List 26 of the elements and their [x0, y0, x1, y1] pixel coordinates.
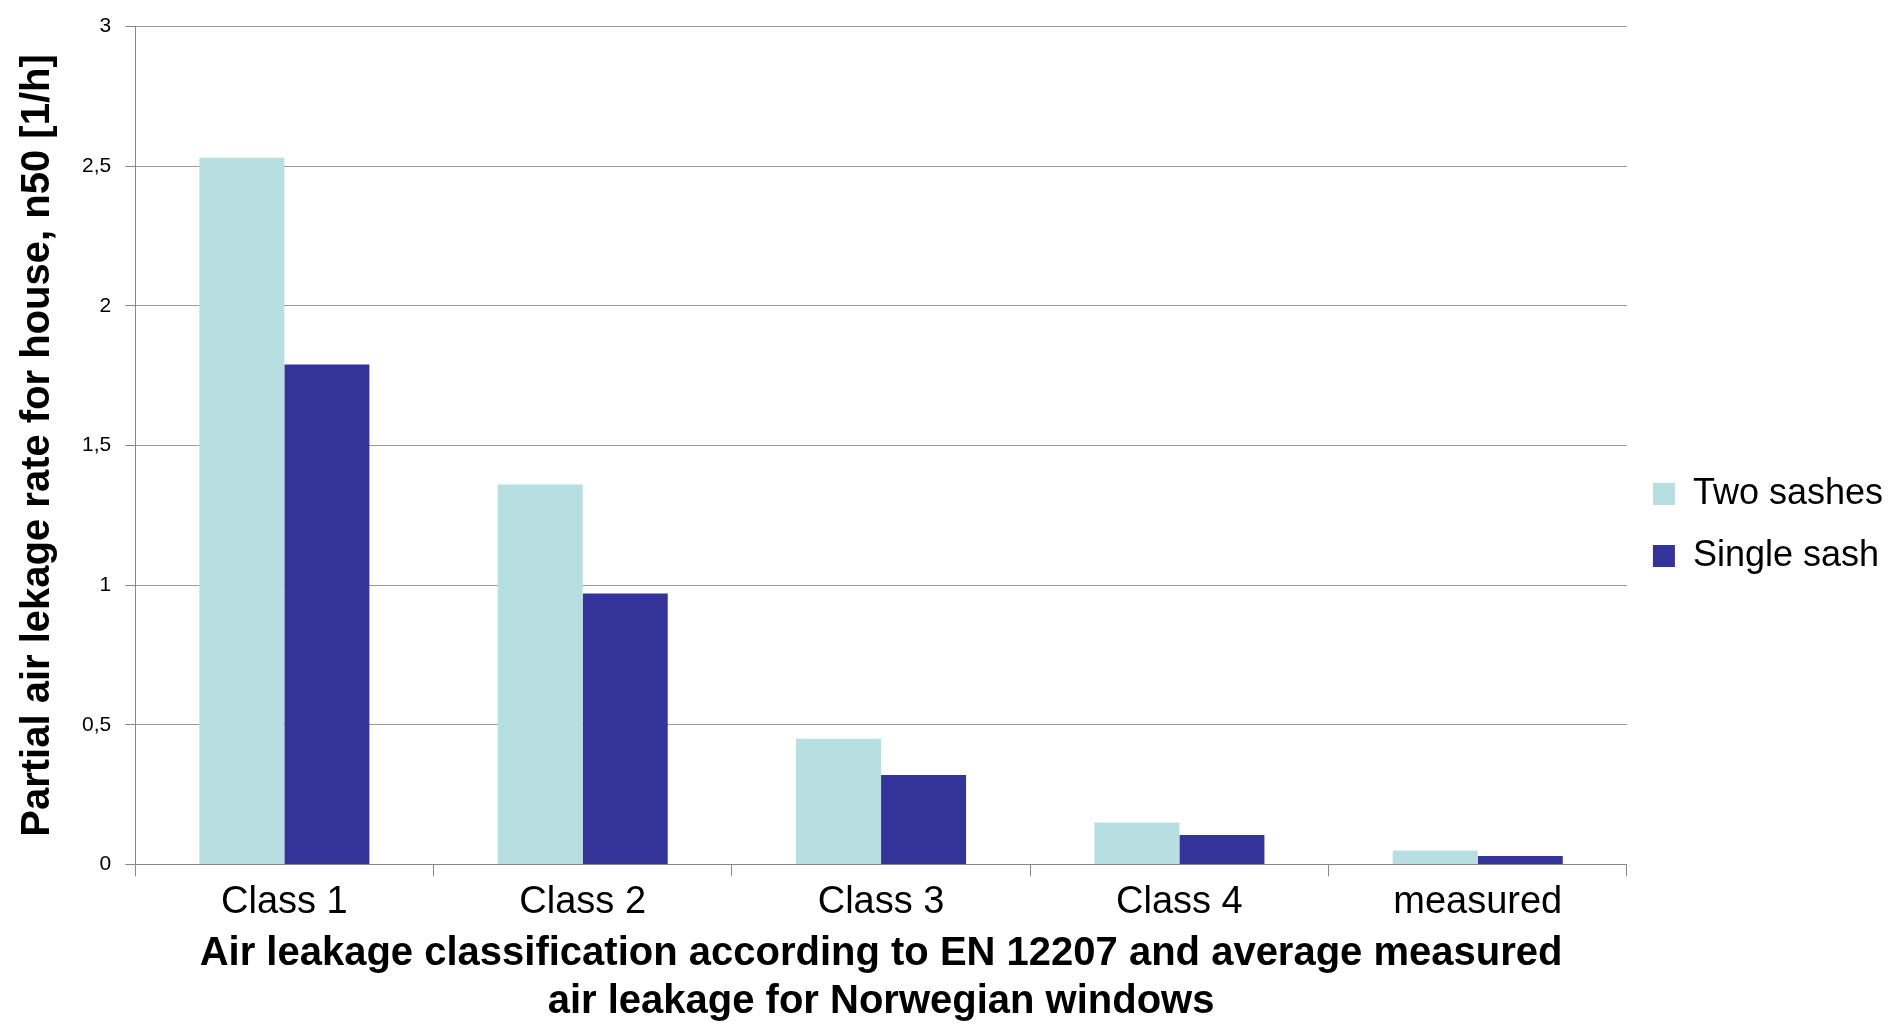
legend-label: Single sash: [1692, 532, 1880, 574]
y-tick-label: 2,5: [81, 153, 112, 177]
y-tick-label: 0,5: [81, 711, 112, 735]
bar: [582, 593, 668, 864]
x-tick-label: Class 4: [1116, 878, 1243, 921]
bar: [199, 157, 285, 864]
x-tick-label: Class 3: [817, 878, 945, 921]
x-axis-title: Air leakage classification according to EN 12207 and average measured air leakage for Norwegian windows: [199, 929, 1563, 1022]
bar: [1179, 835, 1265, 864]
legend-label: Two sashes: [1692, 470, 1883, 512]
bar: [1094, 822, 1180, 864]
y-axis-title: Partial air lekage rate for house, n50 [1/h]: [13, 54, 58, 837]
y-tick-label: 0: [99, 851, 112, 875]
x-tick-label: Class 1: [221, 878, 348, 921]
y-tick-label: 1,5: [81, 432, 112, 456]
bar: [497, 484, 583, 864]
bar: [1392, 850, 1478, 864]
bar: [284, 364, 370, 864]
bar: [881, 775, 967, 864]
y-tick-label: 1: [99, 571, 112, 595]
y-tick-label: 2: [99, 292, 112, 316]
y-tick-label: 3: [99, 13, 112, 37]
bar: [1477, 856, 1563, 864]
x-tick-label: Class 2: [519, 878, 647, 921]
bar: [796, 738, 882, 864]
x-tick-label: measured: [1393, 878, 1563, 921]
